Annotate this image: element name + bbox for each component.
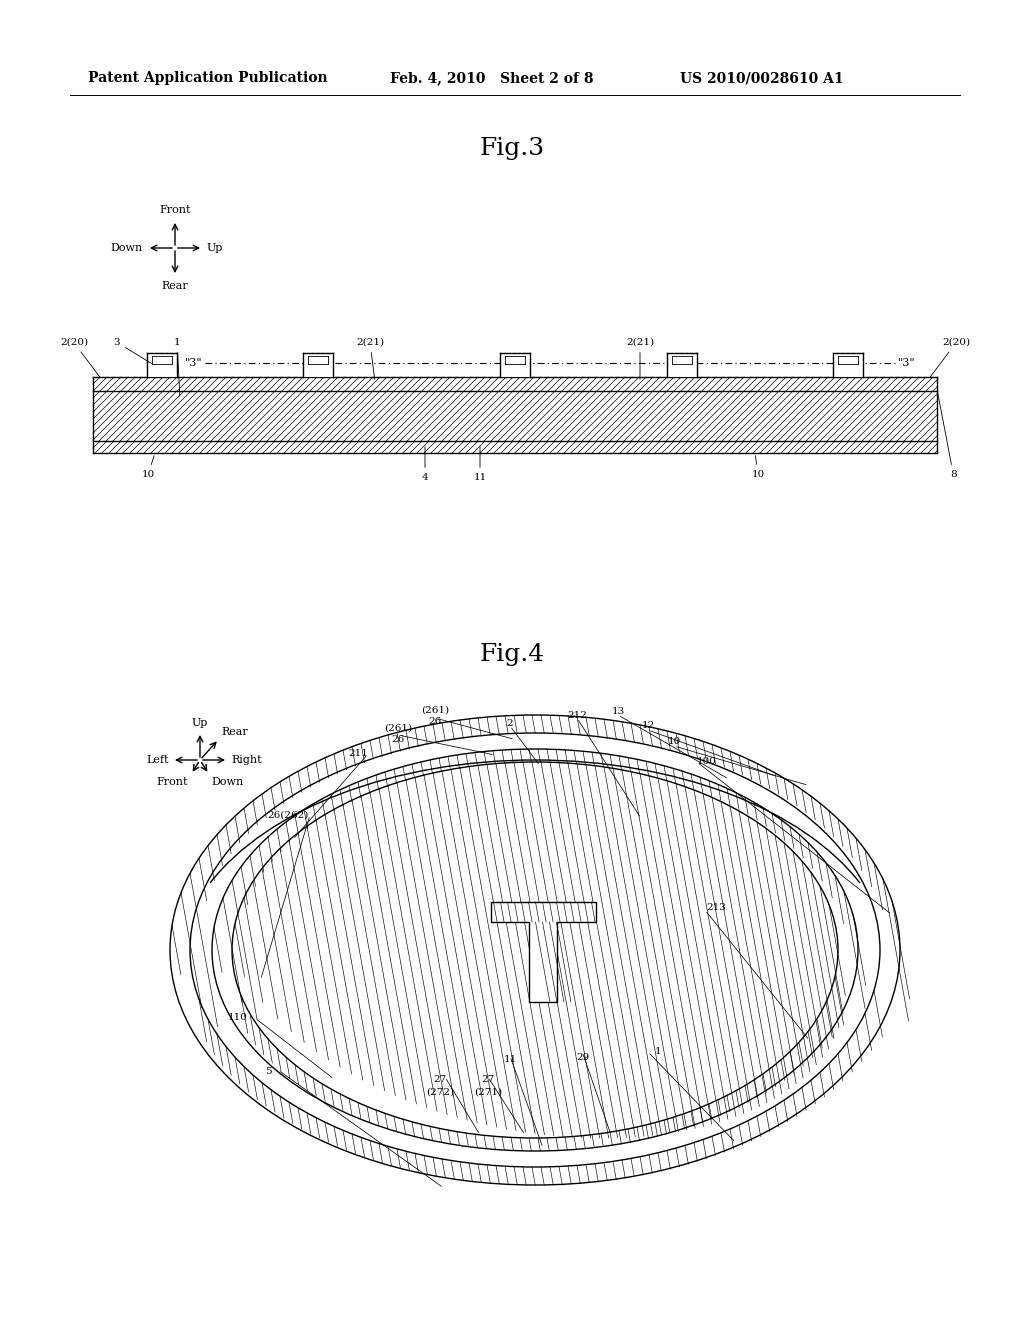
Text: Rear: Rear [162,281,188,290]
Text: 2(20): 2(20) [59,338,100,378]
Text: 4: 4 [422,446,428,482]
Bar [833,352,863,378]
Bar [93,378,937,453]
Text: 12: 12 [641,722,654,730]
Text: (261): (261) [421,705,450,714]
Text: (272): (272) [426,1088,454,1097]
Text: Up: Up [207,243,223,253]
Text: 100: 100 [697,758,717,767]
Text: 1: 1 [174,338,180,396]
Text: "3": "3" [184,358,202,368]
Text: Fig.3: Fig.3 [479,136,545,160]
Text: 11: 11 [504,1056,517,1064]
Text: 10: 10 [752,455,765,479]
Text: 10: 10 [141,455,155,479]
Text: Patent Application Publication: Patent Application Publication [88,71,328,84]
Text: Rear: Rear [222,727,249,737]
Text: Fig.4: Fig.4 [479,644,545,667]
Text: 26: 26 [428,718,441,726]
Text: Up: Up [191,718,208,729]
Text: 2(21): 2(21) [356,338,384,379]
Polygon shape [490,902,596,1002]
Text: 10: 10 [668,738,681,747]
Text: 27: 27 [481,1076,495,1085]
Text: Feb. 4, 2010   Sheet 2 of 8: Feb. 4, 2010 Sheet 2 of 8 [390,71,594,84]
Text: Front: Front [160,205,190,215]
Text: 27: 27 [433,1076,446,1085]
Bar [500,352,530,378]
Bar [147,352,177,378]
Text: 5: 5 [264,1068,271,1077]
Text: 3: 3 [114,338,152,363]
Text: 8: 8 [938,392,956,479]
Text: Right: Right [231,755,261,766]
Text: Front: Front [157,777,188,787]
Bar [667,352,697,378]
Text: US 2010/0028610 A1: US 2010/0028610 A1 [680,71,844,84]
Text: Down: Down [111,243,143,253]
Text: 211: 211 [348,750,368,759]
Text: "3": "3" [898,358,915,368]
Text: 29: 29 [577,1053,590,1063]
Text: 2: 2 [507,718,513,727]
Text: Left: Left [146,755,169,766]
Text: 11: 11 [473,446,486,482]
Text: 2(20): 2(20) [930,338,970,378]
Text: 213: 213 [707,903,726,912]
Bar [303,352,333,378]
Text: 110: 110 [228,1014,248,1023]
Text: 26(262): 26(262) [267,810,308,820]
Text: (261): (261) [384,723,412,733]
Text: 1: 1 [654,1048,662,1056]
Text: 26: 26 [391,735,404,744]
Text: (271): (271) [474,1088,502,1097]
Text: 2(21): 2(21) [626,338,654,379]
Text: 13: 13 [611,708,625,717]
Text: Down: Down [212,777,244,787]
Ellipse shape [170,715,900,1185]
Text: 212: 212 [567,710,587,719]
